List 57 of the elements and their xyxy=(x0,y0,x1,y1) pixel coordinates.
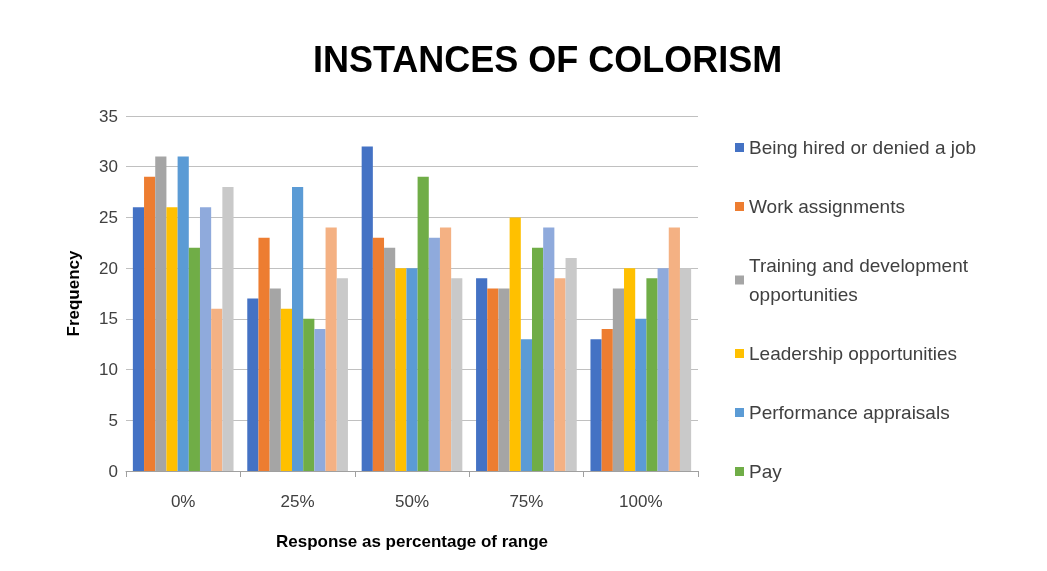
bar xyxy=(177,156,189,471)
y-tick-label: 10 xyxy=(99,360,118,380)
y-tick-label: 15 xyxy=(99,309,118,329)
legend-label: Performance appraisals xyxy=(749,402,950,423)
bar xyxy=(372,237,385,471)
legend-label: Pay xyxy=(749,461,783,482)
y-tick-label: 0 xyxy=(108,461,118,481)
bar xyxy=(188,247,200,471)
bar xyxy=(646,278,658,471)
x-tick-label: 75% xyxy=(509,492,544,511)
x-tick-label: 50% xyxy=(394,492,430,511)
y-tick-label: 20 xyxy=(99,258,118,278)
bar xyxy=(487,288,499,471)
bar xyxy=(314,329,326,471)
bar xyxy=(361,146,373,471)
bar xyxy=(509,217,521,471)
x-tick-label: 0% xyxy=(170,492,196,511)
bar xyxy=(166,207,178,471)
bar xyxy=(199,207,212,471)
bar xyxy=(520,339,532,471)
legend-label: Being hired or denied a job xyxy=(749,137,977,158)
bar xyxy=(668,227,680,471)
bar xyxy=(417,176,429,471)
y-tick-label: 25 xyxy=(99,207,118,227)
legend-label: Training and development opportunities xyxy=(749,255,974,305)
bar xyxy=(531,247,544,471)
bar xyxy=(590,339,602,471)
bar xyxy=(258,237,270,471)
bar xyxy=(325,227,337,471)
bar xyxy=(292,187,304,471)
legend-label: Leadership opportunities xyxy=(749,343,958,364)
x-axis-title: Response as percentage of range xyxy=(275,532,549,551)
y-tick-label: 35 xyxy=(99,106,118,126)
bar xyxy=(543,227,555,471)
x-tick-label: 100% xyxy=(619,492,663,511)
bar xyxy=(406,268,418,471)
bar xyxy=(303,318,315,471)
bar xyxy=(657,268,669,471)
bar xyxy=(132,207,145,471)
bar xyxy=(247,298,259,471)
bar xyxy=(280,308,293,471)
chart-title: INSTANCES OF COLORISM xyxy=(313,38,783,80)
bar xyxy=(624,268,636,471)
bar xyxy=(144,176,156,471)
bar xyxy=(428,237,440,471)
bar xyxy=(601,329,613,471)
y-tick-label: 5 xyxy=(108,410,118,430)
bar xyxy=(211,308,223,471)
y-tick-label: 30 xyxy=(99,157,118,177)
y-axis-title: Frequency xyxy=(64,249,83,337)
bar xyxy=(439,227,452,471)
bar xyxy=(395,268,407,471)
bar xyxy=(476,278,488,471)
bar xyxy=(635,318,647,471)
x-tick-label: 25% xyxy=(280,492,315,511)
bar xyxy=(554,278,566,471)
legend-label: Work assignments xyxy=(749,196,905,217)
